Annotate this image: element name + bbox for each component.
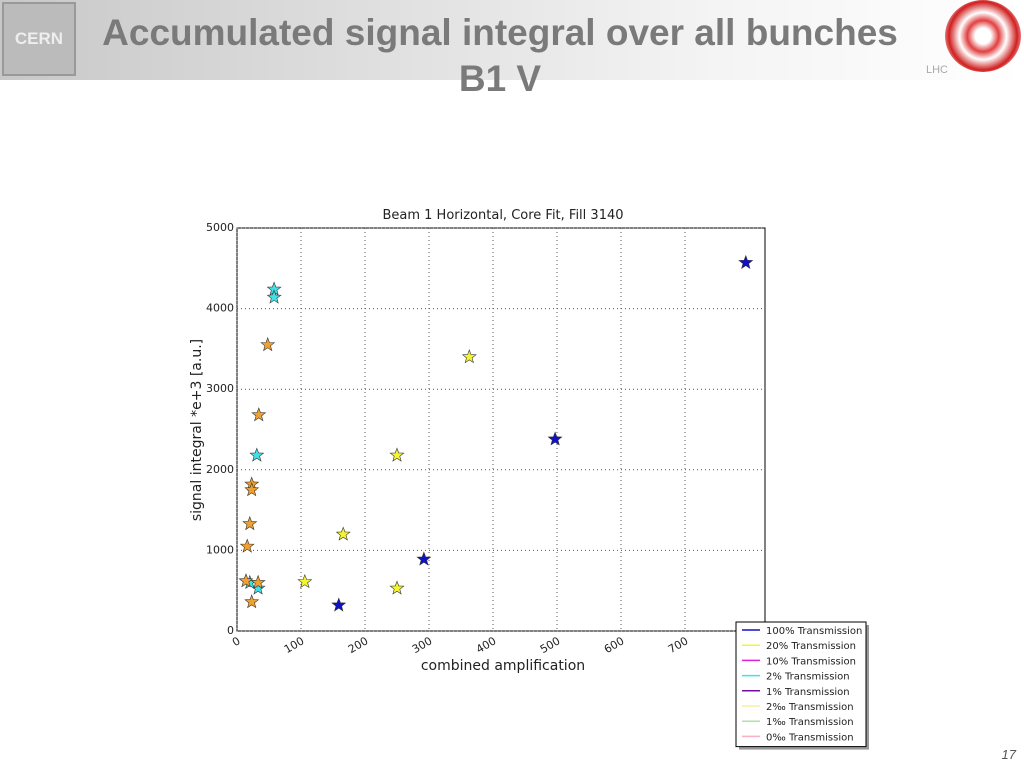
- x-tick-label: 400: [474, 634, 499, 656]
- point: [244, 482, 260, 497]
- x-tick-label: 700: [666, 634, 691, 656]
- page-number: 17: [1001, 747, 1016, 762]
- lhc-logo: [945, 0, 1021, 72]
- legend-label: 2‰ Transmission: [766, 702, 854, 713]
- y-axis-label: signal integral *e+3 [a.u.]: [189, 339, 205, 521]
- legend-label: 1% Transmission: [766, 687, 850, 698]
- x-tick-label: 200: [346, 634, 371, 656]
- point: [266, 289, 282, 304]
- legend-label: 100% Transmission: [766, 626, 862, 637]
- point: [238, 573, 254, 588]
- point: [335, 526, 351, 541]
- legend-label: 1‰ Transmission: [766, 717, 854, 728]
- x-tick-label: 0: [230, 634, 243, 649]
- header-band: [0, 0, 1024, 80]
- x-axis-label: combined amplification: [421, 658, 585, 674]
- y-tick-label: 5000: [206, 221, 234, 234]
- y-tick-label: 3000: [206, 382, 234, 395]
- legend: [735, 621, 867, 748]
- point: [547, 431, 563, 446]
- slide-title: Accumulated signal integral over all bun…: [102, 12, 898, 99]
- y-tick-label: 1000: [206, 543, 234, 556]
- lhc-label: LHC: [926, 64, 949, 76]
- y-tick-label: 0: [227, 624, 234, 637]
- point: [297, 573, 313, 589]
- y-tick-label: 4000: [206, 302, 234, 315]
- legend-label: 20% Transmission: [766, 641, 856, 652]
- point: [242, 515, 258, 531]
- cern-logo: CERN: [2, 2, 76, 76]
- point: [461, 349, 477, 364]
- legend-label: 0‰ Transmission: [766, 732, 854, 743]
- x-tick-label: 600: [602, 634, 627, 656]
- x-tick-label: 500: [538, 634, 563, 656]
- point: [251, 407, 267, 422]
- legend-label: 10% Transmission: [766, 656, 856, 667]
- point: [389, 580, 405, 595]
- point: [239, 538, 255, 553]
- point: [244, 594, 260, 609]
- y-tick-label: 2000: [206, 463, 234, 476]
- x-tick-label: 100: [282, 634, 307, 656]
- point: [331, 597, 347, 612]
- legend-label: 2% Transmission: [766, 672, 850, 683]
- point: [249, 447, 265, 462]
- point: [389, 447, 405, 462]
- point: [250, 574, 266, 589]
- chart-title: Beam 1 Horizontal, Core Fit, Fill 3140: [382, 208, 623, 223]
- x-tick-label: 300: [410, 634, 435, 656]
- point: [416, 551, 432, 566]
- point: [260, 337, 276, 352]
- point: [738, 254, 754, 269]
- plot-area: [236, 227, 766, 632]
